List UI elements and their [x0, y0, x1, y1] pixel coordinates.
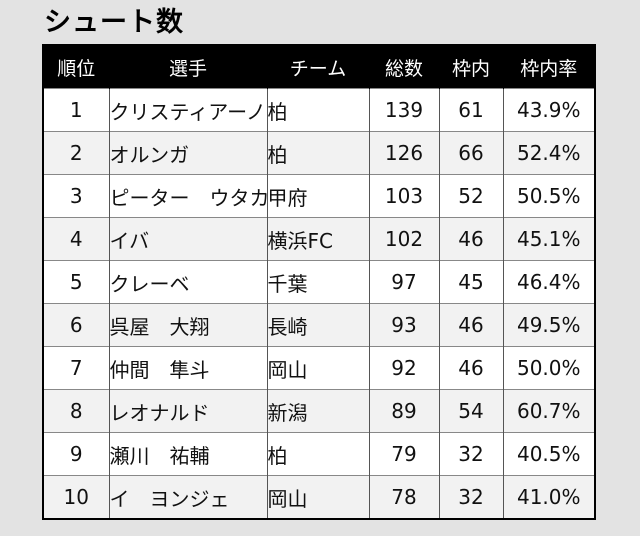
cell-total: 126	[368, 131, 439, 175]
cell-player: 瀬川 祐輔	[108, 432, 267, 476]
header-rank: 順位	[42, 45, 109, 89]
cell-rank: 1	[42, 88, 109, 132]
cell-player: クリスティアーノ	[108, 88, 267, 132]
cell-total: 103	[368, 174, 439, 218]
cell-player: オルンガ	[108, 131, 267, 175]
cell-on-target: 66	[438, 131, 503, 175]
header-total: 総数	[368, 45, 439, 89]
cell-team: 千葉	[266, 260, 369, 304]
cell-rate: 41.0%	[502, 475, 595, 519]
table-row: 7 仲間 隼斗 岡山 92 46 50.0%	[42, 346, 595, 390]
cell-rank: 10	[42, 475, 109, 519]
cell-rank: 3	[42, 174, 109, 218]
cell-on-target: 32	[438, 475, 503, 519]
cell-player: イ ヨンジェ	[108, 475, 267, 519]
table-row: 3 ピーター ウタカ 甲府 103 52 50.5%	[42, 174, 595, 218]
cell-rank: 9	[42, 432, 109, 476]
cell-player: 呉屋 大翔	[108, 303, 267, 347]
cell-on-target: 46	[438, 346, 503, 390]
cell-rank: 2	[42, 131, 109, 175]
header-team: チーム	[266, 45, 369, 89]
cell-team: 横浜FC	[266, 217, 369, 261]
cell-on-target: 61	[438, 88, 503, 132]
cell-total: 93	[368, 303, 439, 347]
cell-rank: 4	[42, 217, 109, 261]
cell-rate: 60.7%	[502, 389, 595, 433]
page-title: シュート数	[44, 7, 184, 38]
cell-total: 79	[368, 432, 439, 476]
table-row: 5 クレーベ 千葉 97 45 46.4%	[42, 260, 595, 304]
cell-team: 新潟	[266, 389, 369, 433]
cell-on-target: 32	[438, 432, 503, 476]
table-row: 8 レオナルド 新潟 89 54 60.7%	[42, 389, 595, 433]
cell-rank: 7	[42, 346, 109, 390]
cell-rate: 50.5%	[502, 174, 595, 218]
cell-on-target: 46	[438, 217, 503, 261]
header-player: 選手	[108, 45, 267, 89]
cell-rate: 40.5%	[502, 432, 595, 476]
header-on-target: 枠内	[438, 45, 503, 89]
cell-on-target: 45	[438, 260, 503, 304]
table-row: 4 イバ 横浜FC 102 46 45.1%	[42, 217, 595, 261]
cell-team: 柏	[266, 88, 369, 132]
table-row: 1 クリスティアーノ柏 139 61 43.9%	[42, 88, 595, 132]
table-row: 6 呉屋 大翔 長崎 93 46 49.5%	[42, 303, 595, 347]
cell-on-target: 46	[438, 303, 503, 347]
cell-rate: 45.1%	[502, 217, 595, 261]
cell-team: 甲府	[266, 174, 369, 218]
cell-on-target: 52	[438, 174, 503, 218]
cell-team: 長崎	[266, 303, 369, 347]
cell-total: 89	[368, 389, 439, 433]
cell-rate: 50.0%	[502, 346, 595, 390]
cell-team: 柏	[266, 432, 369, 476]
cell-total: 102	[368, 217, 439, 261]
table-row: 9 瀬川 祐輔柏 79 32 40.5%	[42, 432, 595, 476]
cell-rate: 43.9%	[502, 88, 595, 132]
shots-table: 順位 選手 チーム 総数 枠内 枠内率 1 クリスティアーノ柏 139 61 43.9%…	[42, 44, 596, 520]
cell-team: 柏	[266, 131, 369, 175]
cell-team: 岡山	[266, 475, 369, 519]
cell-rate: 49.5%	[502, 303, 595, 347]
cell-player: イバ	[108, 217, 267, 261]
cell-rate: 46.4%	[502, 260, 595, 304]
cell-team: 岡山	[266, 346, 369, 390]
table-header-row: 順位 選手 チーム 総数 枠内 枠内率	[42, 45, 595, 89]
table-row: 10 イ ヨンジェ 岡山 78 32 41.0%	[42, 475, 595, 519]
cell-rank: 5	[42, 260, 109, 304]
cell-on-target: 54	[438, 389, 503, 433]
header-rate: 枠内率	[502, 45, 595, 89]
cell-total: 78	[368, 475, 439, 519]
cell-player: 仲間 隼斗	[108, 346, 267, 390]
cell-total: 97	[368, 260, 439, 304]
cell-rank: 6	[42, 303, 109, 347]
cell-player: ピーター ウタカ	[108, 174, 267, 218]
table-body: 1 クリスティアーノ柏 139 61 43.9% 2 オルンガ柏 126 66 52.4% 3 ピータ…	[42, 88, 595, 519]
cell-player: クレーベ	[108, 260, 267, 304]
table-row: 2 オルンガ柏 126 66 52.4%	[42, 131, 595, 175]
cell-total: 139	[368, 88, 439, 132]
cell-total: 92	[368, 346, 439, 390]
cell-rank: 8	[42, 389, 109, 433]
cell-rate: 52.4%	[502, 131, 595, 175]
cell-player: レオナルド	[108, 389, 267, 433]
